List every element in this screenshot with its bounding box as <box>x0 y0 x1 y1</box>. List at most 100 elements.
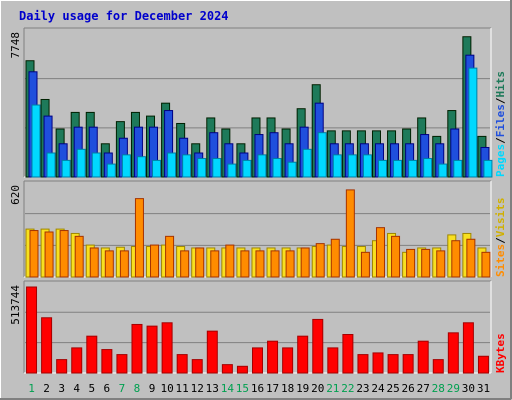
bar-pages-19 <box>302 148 312 178</box>
bar-pages-24 <box>377 159 387 178</box>
x-tick-label: 10 <box>160 382 173 395</box>
chart-panels: 7748Pages/Files/Hits620Sites/Visits51374… <box>9 27 507 374</box>
panel-visitors: 620 Sites/Visits <box>9 180 507 278</box>
x-tick-label: 4 <box>73 382 80 395</box>
bar-pages-22 <box>347 154 357 178</box>
bar-pages-13 <box>212 158 222 178</box>
bar-sites-6 <box>104 250 114 278</box>
bar-sites-30 <box>466 238 476 278</box>
bar-kbytes-7 <box>116 354 128 374</box>
x-tick-label: 21 <box>326 382 339 395</box>
x-tick-label: 5 <box>88 382 95 395</box>
bar-kbytes-5 <box>86 335 98 374</box>
panel-max-label: 513744 <box>9 285 22 325</box>
bar-kbytes-30 <box>462 322 474 374</box>
bar-kbytes-21 <box>327 347 339 374</box>
panel-legend-kbytes: KBytes <box>494 333 507 373</box>
bar-sites-28 <box>436 250 446 278</box>
legend-kbytes: KBytes <box>494 333 507 373</box>
bar-kbytes-23 <box>357 354 369 374</box>
x-tick-label: 14 <box>221 382 235 395</box>
x-tick-label: 2 <box>43 382 50 395</box>
x-tick-label: 23 <box>356 382 369 395</box>
x-tick-label: 12 <box>191 382 204 395</box>
x-tick-label: 9 <box>149 382 156 395</box>
bar-pages-14 <box>227 163 237 178</box>
bar-kbytes-26 <box>402 354 414 374</box>
bar-kbytes-15 <box>236 365 248 374</box>
bar-kbytes-18 <box>282 347 294 374</box>
x-tick-label: 16 <box>251 382 264 395</box>
bar-kbytes-28 <box>432 359 444 374</box>
x-tick-label: 8 <box>134 382 141 395</box>
bar-kbytes-27 <box>417 340 429 374</box>
x-tick-label: 1 <box>28 382 35 395</box>
bar-sites-8 <box>134 198 144 278</box>
bar-pages-9 <box>152 159 162 178</box>
bar-sites-1 <box>29 230 39 278</box>
x-tick-label: 31 <box>477 382 490 395</box>
bar-kbytes-11 <box>176 354 188 374</box>
panel-max-label: 620 <box>9 185 22 205</box>
chart-title: Daily usage for December 2024 <box>19 9 229 23</box>
bar-sites-4 <box>74 235 84 278</box>
x-tick-label: 28 <box>432 382 445 395</box>
x-axis-labels: 1 2 3 4 5 6 7 8 9 10 11 12 13 14 15 16 17 18 19 20 21 22 23 24 2… <box>28 382 490 395</box>
bar-sites-5 <box>89 247 99 278</box>
bar-pages-29 <box>453 159 463 178</box>
bar-pages-8 <box>136 156 146 178</box>
bar-pages-4 <box>76 148 86 178</box>
bar-sites-10 <box>165 235 175 278</box>
bar-sites-17 <box>270 250 280 278</box>
legend-pages: Pages <box>494 144 507 177</box>
bar-kbytes-13 <box>206 330 218 374</box>
bar-pages-23 <box>362 154 372 178</box>
bar-kbytes-8 <box>131 323 143 374</box>
bar-pages-18 <box>287 161 297 178</box>
panel-legend-requests: Pages/Files/Hits <box>494 71 507 177</box>
bar-kbytes-9 <box>146 325 158 374</box>
x-tick-label: 30 <box>462 382 475 395</box>
bar-kbytes-31 <box>477 355 489 374</box>
legend-visits: Visits <box>494 198 507 238</box>
bar-kbytes-6 <box>101 349 113 374</box>
bar-pages-5 <box>91 152 101 178</box>
bar-pages-25 <box>393 159 403 178</box>
x-tick-label: 11 <box>176 382 189 395</box>
bar-sites-21 <box>330 238 340 278</box>
bar-sites-26 <box>406 248 416 278</box>
bar-sites-3 <box>59 230 69 278</box>
bar-kbytes-19 <box>297 335 309 374</box>
bar-sites-7 <box>119 250 129 278</box>
bar-kbytes-29 <box>447 332 459 374</box>
x-tick-label: 24 <box>371 382 385 395</box>
bar-pages-11 <box>182 154 192 178</box>
x-tick-label: 13 <box>206 382 219 395</box>
legend-separator: / <box>494 97 507 104</box>
bar-sites-29 <box>451 240 461 278</box>
bar-kbytes-4 <box>71 347 83 374</box>
x-tick-label: 18 <box>281 382 294 395</box>
bar-sites-25 <box>391 235 401 278</box>
bar-pages-28 <box>438 163 448 178</box>
bar-kbytes-2 <box>41 317 53 374</box>
x-tick-label: 25 <box>386 382 399 395</box>
legend-sites: Sites <box>494 244 507 277</box>
bar-kbytes-1 <box>26 286 38 374</box>
bar-sites-27 <box>421 248 431 278</box>
bar-sites-20 <box>315 243 325 278</box>
x-tick-label: 20 <box>311 382 324 395</box>
bar-sites-9 <box>150 244 160 278</box>
bar-pages-20 <box>317 132 327 178</box>
bar-sites-24 <box>375 227 385 278</box>
x-tick-label: 29 <box>447 382 460 395</box>
x-tick-label: 3 <box>58 382 65 395</box>
bar-pages-17 <box>272 158 282 178</box>
bar-pages-12 <box>197 158 207 178</box>
x-tick-label: 17 <box>266 382 279 395</box>
bar-sites-15 <box>240 250 250 278</box>
bar-kbytes-25 <box>387 354 399 374</box>
bar-sites-23 <box>360 251 370 278</box>
bar-pages-2 <box>46 152 56 178</box>
